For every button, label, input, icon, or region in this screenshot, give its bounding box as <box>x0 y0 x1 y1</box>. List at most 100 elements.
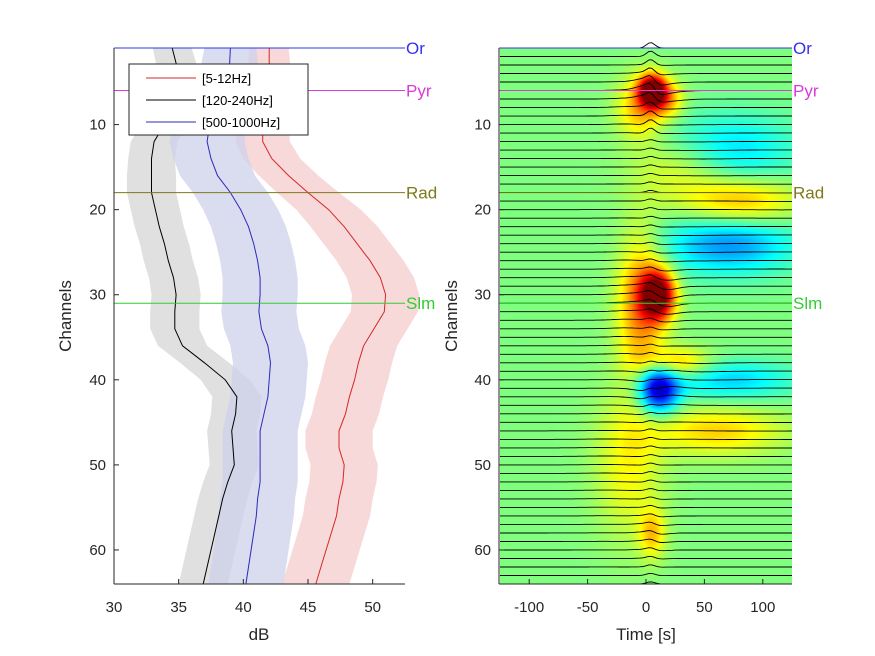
y-tick-label: 60 <box>89 542 106 559</box>
x-tick-label: 0 <box>642 599 650 616</box>
x-tick-label: 35 <box>170 599 187 616</box>
trace-channel-8 <box>500 101 792 110</box>
y-tick-label: 20 <box>474 202 491 219</box>
band-series-0 <box>235 48 420 584</box>
x-tick-label: 40 <box>235 599 252 616</box>
legend-entry: [500-1000Hz] <box>202 115 280 130</box>
legend-entry: [120-240Hz] <box>202 93 273 108</box>
line-series-0 <box>262 48 387 585</box>
x-tick-label: 45 <box>300 599 317 616</box>
trace-channel-2 <box>500 50 792 58</box>
x-axis-label: dB <box>249 625 270 644</box>
legend: [5-12Hz] [120-240Hz] [500-1000Hz] <box>128 63 309 136</box>
layer-label-slm: Slm <box>406 294 435 313</box>
trace-channel-54 <box>500 496 792 500</box>
trace-channel-55 <box>500 505 792 509</box>
band-series-2 <box>169 48 308 584</box>
trace-channel-40 <box>500 377 792 383</box>
legend-entry: [5-12Hz] <box>202 71 251 86</box>
y-tick-label: 60 <box>474 542 491 559</box>
line-series-2 <box>206 47 272 585</box>
trace-channel-32 <box>500 308 792 315</box>
trace-channel-49 <box>500 454 792 458</box>
x-tick-label: 50 <box>364 599 381 616</box>
trace-channel-57 <box>500 521 792 527</box>
trace-channel-10 <box>500 119 792 126</box>
y-axis-label: Channels <box>442 280 461 352</box>
y-tick-label: 30 <box>474 287 491 304</box>
trace-channel-16 <box>500 172 792 177</box>
trace-channel-13 <box>500 147 792 151</box>
x-axis-label: Time [s] <box>616 625 676 644</box>
trace-channel-35 <box>500 335 792 339</box>
trace-channel-27 <box>500 266 792 272</box>
heatmap-image <box>500 48 792 584</box>
trace-channel-5 <box>500 75 792 86</box>
x-tick-label: -50 <box>577 599 599 616</box>
trace-channel-30 <box>500 290 792 299</box>
tick-labels: 30 35 40 45 50 10 20 30 40 50 60 <box>89 117 381 616</box>
y-tick-label: 20 <box>89 202 106 219</box>
layer-label-or: Or <box>793 39 812 58</box>
trace-channel-61 <box>500 555 792 560</box>
y-tick-label: 50 <box>89 457 106 474</box>
layer-label-or: Or <box>406 39 425 58</box>
layer-label-rad: Rad <box>793 184 824 203</box>
trace-channel-4 <box>500 67 792 76</box>
trace-channel-37 <box>500 352 792 356</box>
line-series-1 <box>151 47 238 585</box>
x-tick-label: 100 <box>750 599 775 616</box>
trace-channel-46 <box>500 428 792 432</box>
trace-channel-7 <box>500 91 792 103</box>
trace-channel-14 <box>500 156 792 160</box>
trace-channel-26 <box>500 258 792 263</box>
trace-channel-34 <box>500 326 792 331</box>
trace-channel-19 <box>500 198 792 202</box>
time-heatmap-panel: Or Pyr Rad Slm -100 -50 0 50 100 10 20 30 40 50 60 Ti… <box>442 39 824 644</box>
trace-channel-12 <box>500 139 792 143</box>
trace-channel-44 <box>500 411 792 415</box>
y-tick-label: 40 <box>474 372 491 389</box>
trace-channel-60 <box>500 547 792 552</box>
trace-channel-43 <box>500 403 792 408</box>
trace-channel-20 <box>500 207 792 211</box>
trace-channel-52 <box>500 479 792 483</box>
trace-channel-59 <box>500 538 792 543</box>
trace-channel-29 <box>500 282 792 291</box>
trace-channel-24 <box>500 241 792 245</box>
y-tick-label: 40 <box>89 372 106 389</box>
layer-label-slm: Slm <box>793 294 822 313</box>
y-tick-label: 10 <box>474 117 491 134</box>
trace-channel-63 <box>500 572 792 577</box>
trace-channel-11 <box>500 127 792 134</box>
x-tick-label: 50 <box>696 599 713 616</box>
left-axes <box>113 48 405 585</box>
trace-channel-22 <box>500 224 792 228</box>
trace-channel-36 <box>500 343 792 347</box>
layer-label-pyr: Pyr <box>793 82 819 101</box>
trace-channel-3 <box>500 59 792 66</box>
trace-channel-38 <box>500 360 792 364</box>
x-tick-label: 30 <box>106 599 123 616</box>
trace-channel-28 <box>500 274 792 281</box>
trace-channel-62 <box>500 564 792 568</box>
trace-channel-41 <box>500 386 792 391</box>
y-tick-label: 30 <box>89 287 106 304</box>
mean-lines <box>151 47 387 585</box>
trace-channel-50 <box>500 462 792 466</box>
y-tick-label: 10 <box>89 117 106 134</box>
x-tick-label: -100 <box>514 599 544 616</box>
tick-labels: -100 -50 0 50 100 10 20 30 40 50 60 <box>474 117 775 616</box>
trace-channel-48 <box>500 445 792 449</box>
trace-channel-53 <box>500 488 792 492</box>
y-axis-label: Channels <box>56 280 75 352</box>
depth-profile-panel: Or Pyr Rad Slm 30 35 40 45 50 10 20 30 40 50 60 dB Ch… <box>56 39 437 644</box>
layer-annotations: Or Pyr Rad Slm <box>114 39 437 313</box>
layer-label-pyr: Pyr <box>406 82 432 101</box>
trace-channel-56 <box>500 513 792 518</box>
confidence-bands <box>126 48 420 584</box>
layer-annotations: Or Pyr Rad Slm <box>499 39 824 313</box>
trace-channel-39 <box>500 369 792 373</box>
trace-channel-33 <box>500 317 792 323</box>
